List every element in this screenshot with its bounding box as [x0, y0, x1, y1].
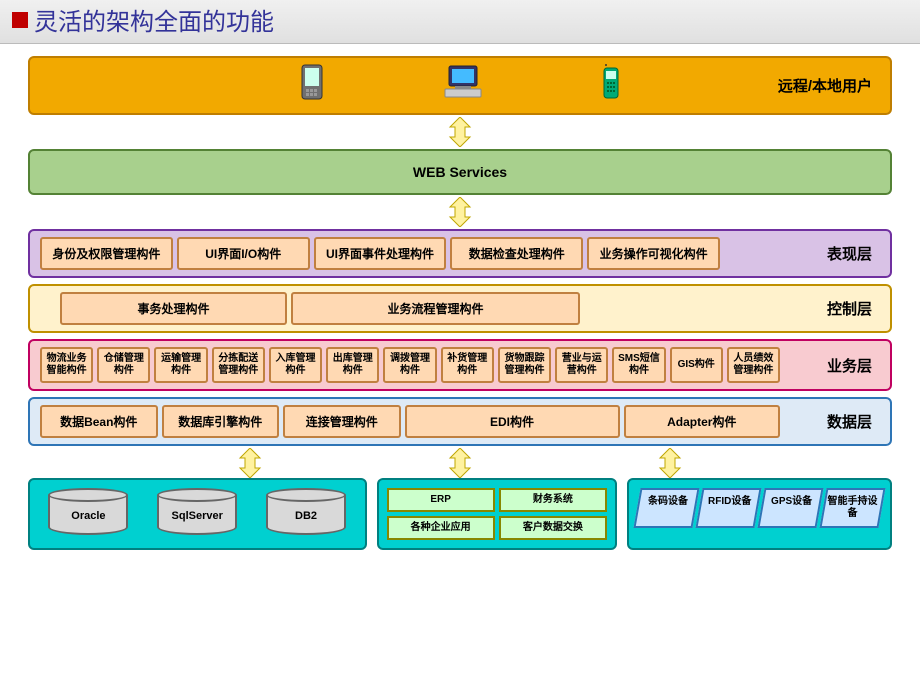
app-box: 财务系统 — [499, 488, 607, 512]
web-services-label: WEB Services — [40, 164, 880, 180]
component-box: UI界面I/O构件 — [177, 237, 310, 270]
component-box: 货物跟踪管理构件 — [498, 347, 551, 383]
presentation-layer-label: 表现层 — [827, 243, 872, 264]
device-box: 智能手持设备 — [819, 488, 885, 528]
component-box: 数据库引擎构件 — [162, 405, 280, 438]
component-box: 分拣配送管理构件 — [212, 347, 265, 383]
database-group: Oracle SqlServer DB2 — [28, 478, 367, 550]
database-cylinder: Oracle — [48, 488, 128, 535]
client-layer: 远程/本地用户 — [28, 56, 892, 115]
component-box: GIS构件 — [670, 347, 723, 383]
client-layer-label: 远程/本地用户 — [778, 75, 872, 96]
desktop-icon — [443, 64, 483, 107]
database-cylinder: DB2 — [266, 488, 346, 535]
component-box: 入库管理构件 — [269, 347, 322, 383]
page-title: 灵活的架构全面的功能 — [34, 2, 274, 37]
device-box: 条码设备 — [633, 488, 699, 528]
component-box: 身份及权限管理构件 — [40, 237, 173, 270]
database-cylinder: SqlServer — [157, 488, 237, 535]
component-box: UI界面事件处理构件 — [314, 237, 447, 270]
component-box: 仓储管理构件 — [97, 347, 150, 383]
control-layer-label: 控制层 — [827, 298, 872, 319]
architecture-diagram: 远程/本地用户 WEB Services 身份及权限管理构件UI界面I/O构件U… — [0, 44, 920, 568]
app-box: 客户数据交换 — [499, 516, 607, 540]
component-box: SMS短信构件 — [612, 347, 665, 383]
control-layer: 事务处理构件业务流程管理构件 控制层 — [28, 284, 892, 333]
component-box: 连接管理构件 — [283, 405, 401, 438]
apps-group: ERP财务系统各种企业应用客户数据交换 — [377, 478, 618, 550]
component-box: 物流业务智能构件 — [40, 347, 93, 383]
component-box: Adapter构件 — [624, 405, 781, 438]
arrow-client-web — [28, 117, 892, 147]
component-box: 数据Bean构件 — [40, 405, 158, 438]
component-box: 调拨管理构件 — [383, 347, 436, 383]
pda-icon — [301, 64, 323, 107]
title-bar: 灵活的架构全面的功能 — [0, 0, 920, 44]
presentation-layer: 身份及权限管理构件UI界面I/O构件UI界面事件处理构件数据检查处理构件业务操作… — [28, 229, 892, 278]
device-box: RFID设备 — [695, 488, 761, 528]
component-box: 人员绩效管理构件 — [727, 347, 780, 383]
arrow-web-presentation — [28, 197, 892, 227]
app-box: 各种企业应用 — [387, 516, 495, 540]
phone-icon — [603, 64, 619, 107]
title-bullet-icon — [12, 12, 28, 28]
data-layer: 数据Bean构件数据库引擎构件连接管理构件EDI构件Adapter构件 数据层 — [28, 397, 892, 446]
component-box: 出库管理构件 — [326, 347, 379, 383]
component-box: 营业与运营构件 — [555, 347, 608, 383]
web-services-layer: WEB Services — [28, 149, 892, 195]
component-box: 业务流程管理构件 — [291, 292, 580, 325]
component-box: 业务操作可视化构件 — [587, 237, 720, 270]
arrow-data-bottom — [28, 448, 892, 478]
component-box: EDI构件 — [405, 405, 620, 438]
devices-group: 条码设备RFID设备GPS设备智能手持设备 — [627, 478, 892, 550]
device-box: GPS设备 — [757, 488, 823, 528]
component-box: 事务处理构件 — [60, 292, 287, 325]
component-box: 补货管理构件 — [441, 347, 494, 383]
data-layer-label: 数据层 — [827, 411, 872, 432]
app-box: ERP — [387, 488, 495, 512]
business-layer-label: 业务层 — [827, 355, 872, 376]
component-box: 数据检查处理构件 — [450, 237, 583, 270]
business-layer: 物流业务智能构件仓储管理构件运输管理构件分拣配送管理构件入库管理构件出库管理构件… — [28, 339, 892, 391]
component-box: 运输管理构件 — [154, 347, 207, 383]
